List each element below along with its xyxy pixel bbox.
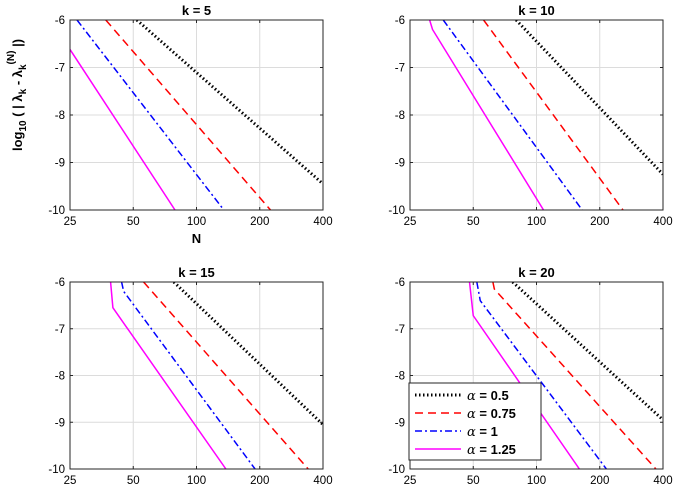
series-line-3: [76, 20, 225, 210]
x-tick-label: 200: [250, 216, 269, 228]
y-tick-label: -8: [55, 110, 65, 122]
y-tick-label: -8: [395, 371, 405, 383]
y-tick-label: -7: [395, 63, 405, 75]
y-tick-label: -10: [388, 205, 405, 217]
y-tick-label: -6: [395, 15, 405, 27]
chart-panel-2: 25 50 100 200 400 -6 -7 -8 -9 -10 k = 10: [388, 3, 672, 228]
series-line-4: [109, 282, 227, 469]
y-tick-label: -7: [55, 324, 65, 336]
y-axis-label: log10 ( | λk - λk(N) |): [6, 39, 29, 151]
x-tick-label: 400: [653, 216, 672, 228]
chart-panel-4: 25 50 100 200 400-6-7-8-9-10k = 20α = 0.5α =…: [388, 265, 672, 487]
chart-panel-3: 25 50 100 200 400 -6 -7 -8 -9 -10 k = 15: [48, 265, 332, 487]
y-tick-label: -7: [55, 63, 65, 75]
x-tick-label: 50: [127, 216, 140, 228]
y-tick-label: -9: [55, 417, 65, 429]
x-tick-label: 50: [127, 475, 140, 487]
x-tick-label: 25: [64, 475, 77, 487]
series-line-3: [476, 282, 607, 469]
x-tick-label: 25: [404, 475, 417, 487]
x-axis-label: N: [192, 231, 201, 246]
y-tick-label: -7: [395, 324, 405, 336]
x-tick-label: 100: [527, 216, 546, 228]
legend-label-1: α = 0.5: [467, 388, 509, 404]
y-tick-label: -9: [395, 158, 405, 170]
x-tick-label: 200: [250, 475, 269, 487]
series-line-3: [120, 282, 256, 469]
x-tick-label: 200: [590, 216, 609, 228]
x-tick-label: 50: [467, 475, 480, 487]
y-tick-label: -6: [55, 277, 65, 289]
x-tick-label: 200: [590, 475, 609, 487]
x-tick-label: 50: [467, 216, 480, 228]
legend-label-4: α = 1.25: [467, 442, 516, 458]
y-tick-label: -8: [395, 110, 405, 122]
chart-title: k = 15: [178, 265, 215, 280]
legend: α = 0.5 α = 0.75 α = 1 α = 1.25: [408, 382, 542, 461]
y-tick-label: -10: [48, 205, 65, 217]
x-tick-label: 25: [404, 216, 417, 228]
chart-title: k = 5: [182, 3, 211, 18]
y-tick-label: -9: [55, 158, 65, 170]
series-line-2: [482, 20, 624, 210]
series-line-2: [143, 282, 309, 469]
legend-label-2: α = 0.75: [467, 406, 516, 422]
series-line-4: [428, 20, 545, 210]
y-tick-label: -6: [395, 277, 405, 289]
x-tick-label: 100: [187, 216, 206, 228]
chart-title: k = 20: [518, 265, 555, 280]
series-line-4: [70, 49, 176, 210]
y-tick-label: -9: [395, 417, 405, 429]
x-tick-label: 400: [313, 216, 332, 228]
y-tick-label: -6: [55, 15, 65, 27]
y-tick-label: -10: [388, 464, 405, 476]
x-tick-label: 100: [187, 475, 206, 487]
legend-label-3: α = 1: [467, 424, 498, 440]
chart-title: k = 10: [518, 3, 555, 18]
series-line-2: [105, 20, 272, 210]
series-line-1: [135, 20, 323, 185]
y-tick-label: -8: [55, 371, 65, 383]
x-tick-label: 400: [313, 475, 332, 487]
x-tick-label: 400: [653, 475, 672, 487]
series-line-3: [442, 20, 583, 210]
series-line-2: [492, 282, 657, 469]
x-tick-label: 100: [527, 475, 546, 487]
series-line-4: [468, 282, 581, 469]
y-tick-label: -10: [48, 464, 65, 476]
x-tick-label: 25: [64, 216, 77, 228]
